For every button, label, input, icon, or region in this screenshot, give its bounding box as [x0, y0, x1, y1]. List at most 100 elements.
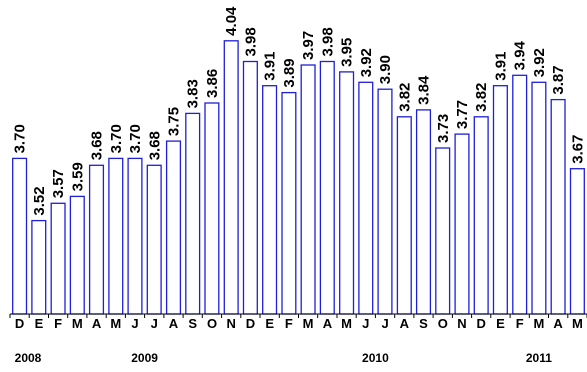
month-label-19: J	[381, 316, 388, 331]
month-label-8: A	[169, 316, 179, 331]
value-label-16: 3.98	[319, 27, 336, 56]
month-label-20: A	[400, 316, 410, 331]
month-label-16: A	[323, 316, 333, 331]
month-label-7: J	[151, 316, 158, 331]
bar-28	[550, 98, 566, 315]
bar-10	[204, 102, 220, 315]
value-label-3: 3.59	[69, 162, 86, 191]
month-label-22: O	[438, 316, 448, 331]
month-label-29: M	[572, 316, 583, 331]
month-label-12: D	[246, 316, 255, 331]
value-label-4: 3.68	[89, 131, 106, 160]
bar-3	[69, 195, 85, 315]
year-label-2008: 2008	[15, 351, 42, 365]
value-label-8: 3.75	[166, 107, 183, 136]
month-label-0: D	[15, 316, 24, 331]
bar-27	[531, 81, 547, 315]
value-labels-group: 3.703.523.57 3.593.68 3.70 3.70 3.683.753.83…	[12, 6, 587, 216]
value-label-5: 3.70	[108, 124, 125, 153]
bar-26	[512, 74, 528, 315]
value-label-24: 3.82	[473, 83, 490, 112]
value-label-27: 3.92	[531, 48, 548, 77]
value-label-21: 3.84	[416, 75, 433, 105]
bar-6	[127, 157, 143, 315]
month-label-26: F	[516, 316, 524, 331]
month-label-6: J	[131, 316, 138, 331]
value-label-14: 3.89	[281, 58, 298, 87]
month-label-17: M	[341, 316, 352, 331]
bar-2	[50, 202, 66, 315]
bar-23	[454, 133, 470, 315]
x-ticks-group	[9, 314, 587, 318]
value-label-7: 3.68	[146, 131, 163, 160]
month-label-13: E	[265, 316, 274, 331]
value-label-19: 3.90	[377, 55, 394, 84]
bar-25	[492, 85, 508, 315]
bar-19	[377, 88, 393, 315]
month-label-24: D	[477, 316, 486, 331]
month-label-10: O	[207, 316, 217, 331]
bar-22	[435, 147, 451, 315]
month-label-1: E	[35, 316, 44, 331]
value-label-18: 3.92	[358, 48, 375, 77]
value-label-12: 3.98	[242, 27, 259, 56]
value-label-23: 3.77	[454, 100, 471, 129]
bar-14	[281, 91, 297, 315]
bar-8	[165, 140, 182, 315]
value-label-26: 3.94	[512, 40, 529, 70]
month-label-28: A	[553, 316, 563, 331]
month-label-4: A	[92, 316, 102, 331]
bar-9	[185, 112, 201, 315]
month-label-18: J	[362, 316, 369, 331]
value-label-22: 3.73	[435, 114, 452, 143]
month-label-3: M	[72, 316, 83, 331]
value-label-2: 3.57	[50, 169, 67, 198]
bar-5	[108, 157, 124, 315]
month-label-14: F	[285, 316, 293, 331]
bars-group	[12, 40, 585, 315]
value-label-25: 3.91	[493, 51, 510, 80]
month-label-23: N	[457, 316, 466, 331]
year-label-2009: 2009	[131, 351, 158, 365]
bar-15	[300, 64, 316, 315]
bar-1	[31, 219, 47, 315]
bar-13	[262, 85, 278, 315]
bar-11	[223, 40, 239, 315]
month-label-9: S	[188, 316, 197, 331]
month-label-15: M	[303, 316, 314, 331]
bar-18	[358, 81, 374, 315]
bar-16	[319, 60, 335, 315]
bar-17	[339, 71, 355, 315]
value-label-29: 3.67	[569, 134, 586, 163]
value-label-20: 3.82	[396, 83, 413, 112]
bar-24	[473, 116, 489, 315]
year-label-2011: 2011	[526, 351, 552, 365]
value-label-10: 3.86	[204, 69, 221, 98]
month-label-11: N	[227, 316, 236, 331]
bar-0	[12, 157, 28, 315]
value-label-15: 3.97	[300, 31, 317, 60]
month-label-27: M	[533, 316, 544, 331]
month-label-2: F	[54, 316, 62, 331]
value-label-11: 4.04	[223, 6, 240, 36]
month-label-25: E	[496, 316, 505, 331]
month-label-21: S	[419, 316, 428, 331]
bar-21	[415, 109, 432, 315]
bar-4	[88, 164, 105, 315]
value-label-28: 3.87	[550, 65, 567, 94]
bar-29	[569, 168, 585, 315]
bar-7	[146, 164, 162, 315]
value-label-0: 3.70	[12, 124, 29, 153]
year-label-2010: 2010	[362, 351, 389, 365]
value-label-6: 3.70	[127, 124, 144, 153]
value-label-13: 3.91	[262, 51, 279, 80]
year-labels-group: 2008 2009 2010 2011	[15, 351, 553, 365]
value-label-1: 3.52	[31, 186, 48, 215]
value-label-9: 3.83	[185, 79, 202, 108]
value-label-17: 3.95	[339, 38, 356, 67]
bar-20	[396, 116, 412, 315]
month-label-5: M	[110, 316, 121, 331]
bar-12	[242, 60, 258, 315]
